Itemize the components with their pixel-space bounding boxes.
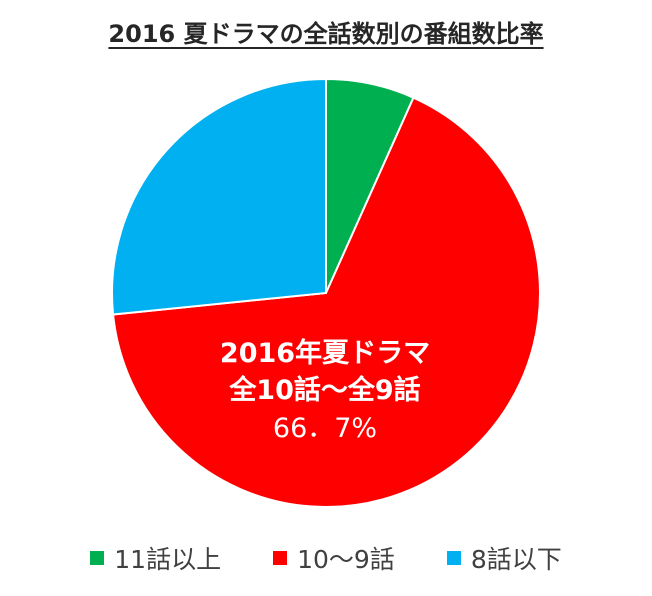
slice-annotation-line-3: 66．7% <box>272 413 378 444</box>
legend-label-8-under: 8話以下 <box>470 545 562 574</box>
legend-item-10-9: 10～9話 <box>273 540 395 576</box>
legend-item-11-plus: 11話以上 <box>90 540 221 576</box>
slice-8-under <box>111 77 327 316</box>
legend-swatch-8-under <box>446 551 461 565</box>
slice-10-9 <box>111 96 541 508</box>
legend-item-8-under: 8話以下 <box>446 540 562 576</box>
legend: 11話以上 10～9話 8話以下 <box>0 540 652 576</box>
slice-annotation-line-1: 2016年夏ドラマ <box>219 338 431 369</box>
legend-swatch-11-plus <box>90 551 105 565</box>
chart-title: 2016 夏ドラマの全話数別の番組数比率 <box>108 20 544 48</box>
legend-label-11-plus: 11話以上 <box>114 545 222 574</box>
legend-swatch-10-9 <box>273 551 288 565</box>
legend-label-10-9: 10～9話 <box>297 545 395 574</box>
slice-annotation-line-2: 全10話～全9話 <box>229 375 421 406</box>
